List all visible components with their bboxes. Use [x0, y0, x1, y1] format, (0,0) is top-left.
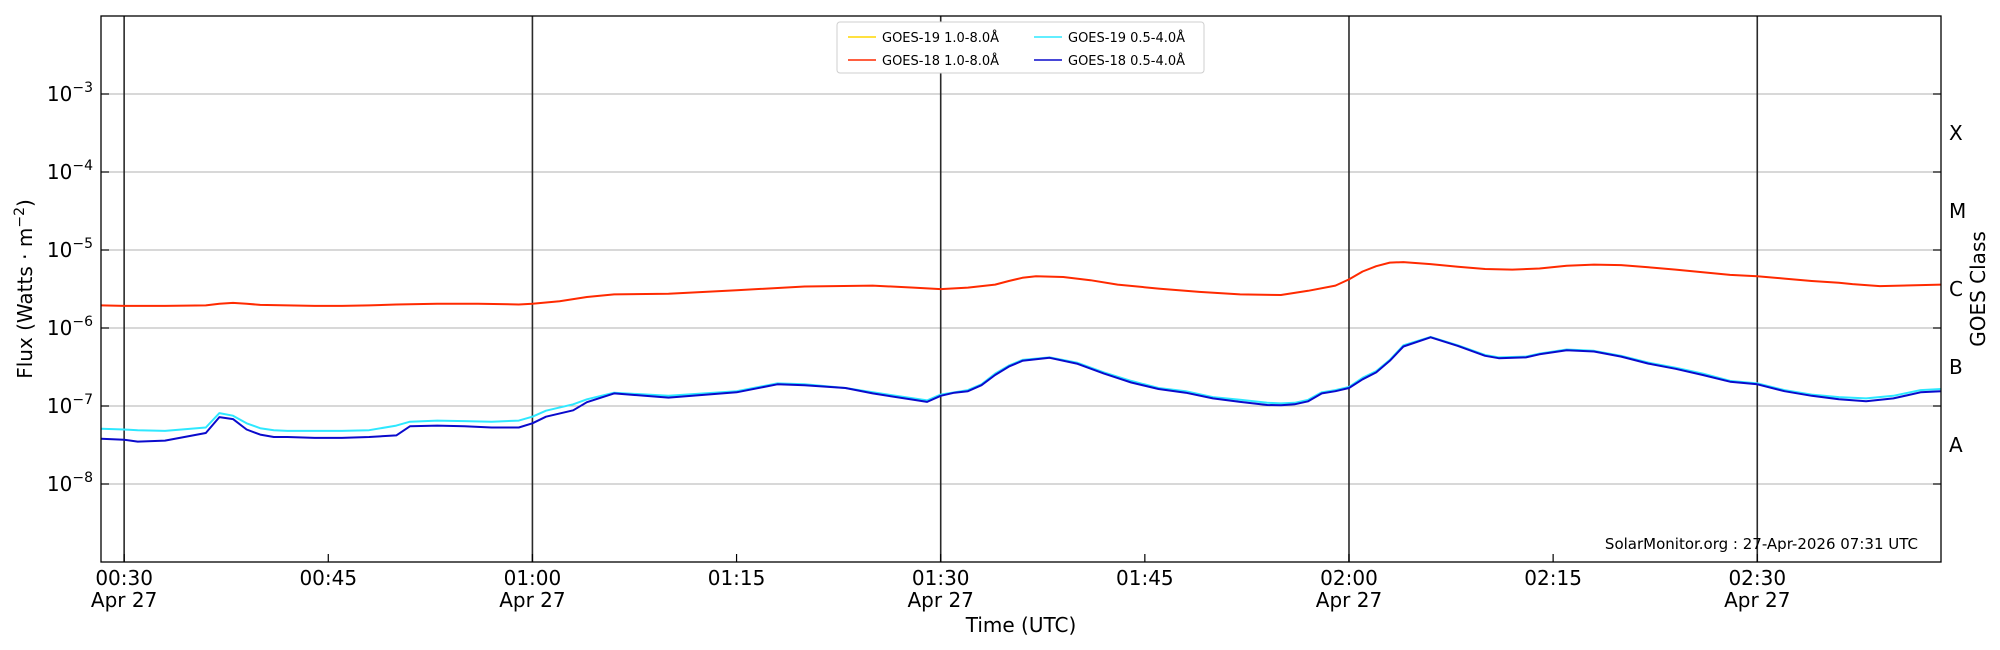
x-tick-label: 01:30 [912, 566, 970, 590]
x-tick-date-label: Apr 27 [1316, 588, 1382, 612]
x-tick-label: 01:15 [708, 566, 766, 590]
x-tick-date-label: Apr 27 [908, 588, 974, 612]
series-lines [100, 261, 1942, 443]
y-tick-label: 10−8 [47, 470, 93, 496]
credit-text: SolarMonitor.org : 27-Apr-2026 07:31 UTC [1605, 535, 1918, 553]
legend-label: GOES-18 1.0-8.0Å [882, 53, 999, 69]
y-axis-title-prefix: Flux (Watts · m [13, 228, 37, 379]
y-tick-label: 10−5 [47, 236, 93, 262]
plot-frame [100, 15, 1942, 563]
x-tick-date-label: Apr 27 [91, 588, 157, 612]
series-line [100, 336, 1942, 443]
goes-class-label: M [1949, 199, 1966, 223]
goes-class-label: B [1949, 355, 1963, 379]
legend-label: GOES-19 0.5-4.0Å [1068, 30, 1185, 46]
y-tick-label: 10−4 [47, 158, 93, 184]
x-tick-date-label: Apr 27 [1724, 588, 1790, 612]
x-tick-label: 02:30 [1728, 566, 1786, 590]
y-tick-label: 10−7 [47, 392, 93, 418]
y2-axis-title: GOES Class [1966, 231, 1990, 347]
y-axis-title: Flux (Watts · m−2) [12, 199, 37, 379]
x-tick-label: 01:00 [504, 566, 562, 590]
y-tick-label: 10−6 [47, 314, 93, 340]
grid-lines [101, 93, 1941, 485]
legend-box [836, 21, 1205, 74]
series-line [100, 261, 1942, 307]
x-tick-label: 00:45 [299, 566, 357, 590]
y-tick-label: 10−3 [47, 80, 93, 106]
y-axis-title-exp: −2 [12, 207, 28, 228]
legend-label: GOES-19 1.0-8.0Å [882, 30, 999, 46]
x-tick-date-label: Apr 27 [499, 588, 565, 612]
x-tick-label: 00:30 [95, 566, 153, 590]
x-tick-label: 02:00 [1320, 566, 1378, 590]
x-tick-label: 01:45 [1116, 566, 1174, 590]
series-line [100, 335, 1942, 432]
goes-class-labels: A B C M X [1949, 121, 1966, 457]
goes-class-label: X [1949, 121, 1963, 145]
y-axis-title-suffix: ) [13, 199, 37, 207]
x-tick-label: 02:15 [1524, 566, 1582, 590]
legend: GOES-19 1.0-8.0Å GOES-18 1.0-8.0Å GOES-19 … [836, 21, 1205, 74]
y-tick-labels: 10−8 10−7 10−6 10−5 10−4 10−3 [47, 80, 93, 496]
axis-ticks [101, 93, 1941, 562]
legend-label: GOES-18 0.5-4.0Å [1068, 53, 1185, 69]
goes-class-label: A [1949, 433, 1963, 457]
goes-class-label: C [1949, 277, 1963, 301]
x-axis-title: Time (UTC) [965, 613, 1077, 637]
